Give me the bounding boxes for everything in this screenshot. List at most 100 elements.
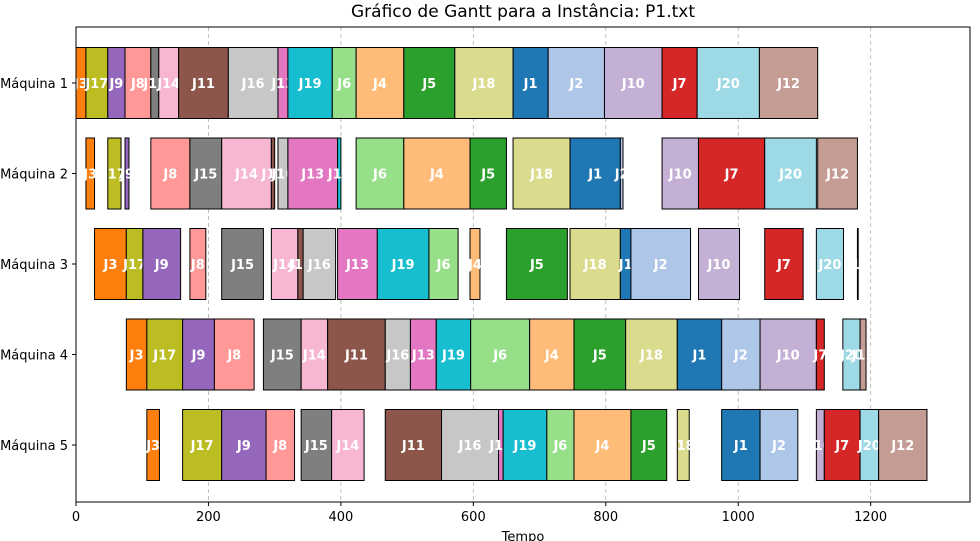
task-label: J9 [236, 439, 251, 454]
task-label: J11 [191, 77, 215, 92]
task-bar [441, 409, 499, 481]
task-label: J9 [119, 168, 134, 183]
x-tick-label: 400 [328, 510, 353, 525]
task-label: J14 [234, 168, 258, 183]
task-bar [630, 228, 692, 300]
task-bar [878, 409, 928, 481]
task-label: J17 [84, 77, 108, 92]
task-label: J12 [851, 349, 875, 364]
task-label: J15 [304, 439, 328, 454]
task-bar [270, 137, 276, 210]
task-label: J5 [529, 258, 544, 273]
task-label: J6 [372, 168, 387, 183]
task-bar [182, 409, 223, 481]
task-label: J1 [618, 258, 633, 273]
task-bar [221, 409, 267, 481]
x-axis-label: Tempo [501, 530, 545, 541]
task-label: J7 [812, 349, 827, 364]
task-label: J2 [733, 349, 748, 364]
task-bar [764, 137, 817, 210]
task-label: J16 [307, 258, 331, 273]
task-bar [384, 318, 411, 391]
task-label: J4 [429, 168, 444, 183]
task-label: J1 [587, 168, 602, 183]
task-label: J12 [890, 439, 914, 454]
task-label: J10 [621, 77, 645, 92]
task-bar [124, 137, 130, 210]
chart-title: Gráfico de Gantt para a Instância: P1.tx… [350, 2, 696, 22]
task-label: J13 [300, 168, 324, 183]
task-bar [213, 318, 255, 391]
task-label: J13 [411, 349, 435, 364]
task-label: J20 [817, 258, 841, 273]
task-label: J7 [776, 258, 791, 273]
task-label: J2 [614, 168, 629, 183]
task-label: J18 [639, 349, 663, 364]
task-label: J19 [441, 349, 465, 364]
task-label: J19 [298, 77, 322, 92]
task-bar [512, 47, 549, 119]
task-label: J20 [839, 349, 863, 364]
task-label: J14 [272, 258, 296, 273]
task-bar [721, 318, 761, 391]
task-bar [302, 228, 337, 300]
task-label: J4 [544, 349, 559, 364]
task-bar [150, 137, 191, 210]
task-bar [146, 409, 160, 481]
y-tick-label: Máquina 4 [0, 349, 68, 364]
task-label: J12 [825, 168, 849, 183]
task-bar [815, 318, 825, 391]
task-bar [403, 137, 471, 210]
task-bar [337, 137, 342, 210]
task-label: J5 [480, 168, 495, 183]
task-bar [502, 409, 548, 481]
task-bar [331, 409, 365, 481]
task-bar [300, 318, 329, 391]
task-label: J10 [776, 349, 800, 364]
task-label: J8 [130, 77, 145, 92]
task-label: J3 [129, 349, 144, 364]
task-bar [146, 318, 184, 391]
task-label: J18 [583, 258, 607, 273]
y-tick-label: Máquina 3 [0, 258, 68, 273]
task-label: J19 [327, 168, 351, 183]
task-label: J14 [335, 439, 359, 454]
task-label: J6 [336, 77, 351, 92]
task-bar [384, 409, 443, 481]
task-bar [573, 318, 627, 391]
task-bar [815, 228, 845, 300]
task-bar [721, 409, 761, 481]
task-label: J8 [162, 168, 177, 183]
task-bar [435, 318, 472, 391]
task-bar [409, 318, 437, 391]
task-label: J7 [834, 439, 849, 454]
task-bar [142, 228, 182, 300]
task-label: J15 [193, 168, 217, 183]
task-bar [758, 47, 819, 119]
task-label: J20 [716, 77, 740, 92]
task-label: J17 [190, 439, 214, 454]
x-tick-label: 1200 [854, 510, 887, 525]
task-label: J18 [529, 168, 553, 183]
task-bar [676, 409, 690, 481]
task-label: J17 [152, 349, 176, 364]
x-tick-label: 600 [461, 510, 486, 525]
task-bar [696, 47, 760, 119]
task-label: J3 [145, 439, 160, 454]
task-label: J2 [771, 439, 786, 454]
task-bar [512, 137, 571, 210]
task-bar [227, 47, 279, 119]
task-label: J8 [226, 349, 241, 364]
task-bar [376, 228, 430, 300]
task-label: J6 [492, 349, 507, 364]
task-label: J16 [241, 77, 265, 92]
y-tick-label: Máquina 5 [0, 439, 68, 454]
task-label: J10 [707, 258, 731, 273]
task-label: J4 [595, 439, 610, 454]
task-bar [262, 318, 302, 391]
task-label: J3 [73, 77, 88, 92]
task-label: J16 [385, 349, 409, 364]
task-bar [178, 47, 229, 119]
